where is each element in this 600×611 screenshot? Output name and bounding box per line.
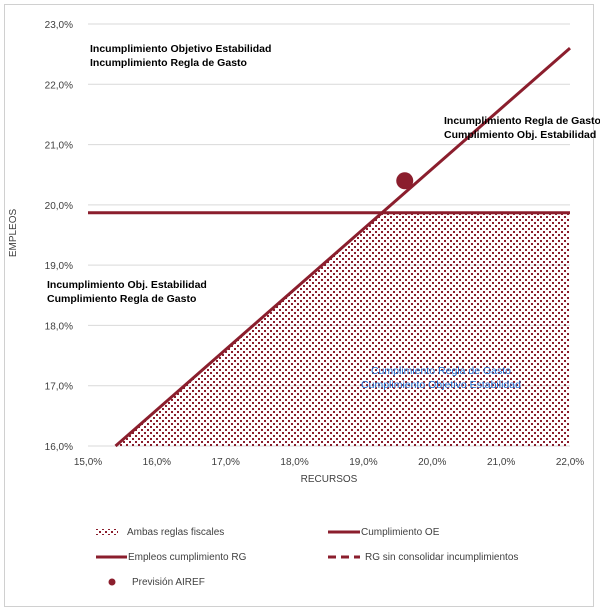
series-lines-layer <box>88 46 571 448</box>
y-tick-label: 22,0% <box>45 80 73 91</box>
y-tick-label: 19,0% <box>45 261 73 272</box>
series-line-cumplimiento-oe <box>114 46 571 448</box>
legend-swatch-ambas <box>96 529 118 535</box>
region-label-top-left-2: Incumplimiento Regla de Gasto <box>90 57 247 69</box>
region-label-bottom-1: Cumplimiento Regla de Gasto <box>371 365 511 377</box>
region-label-mid-left-1: Incumplimiento Obj. Estabilidad <box>47 279 207 291</box>
legend-item-prevision: Previsión AIREF <box>108 577 205 588</box>
y-tick-label: 23,0% <box>45 20 73 31</box>
legend-item-ambas: Ambas reglas fiscales <box>96 527 224 538</box>
region-label-right-2: Cumplimiento Obj. Estabilidad <box>444 129 596 141</box>
x-tick-label: 20,0% <box>418 457 446 468</box>
y-tick-label: 20,0% <box>45 201 73 212</box>
x-tick-label: 22,0% <box>556 457 584 468</box>
legend-swatch-prevision <box>108 578 116 586</box>
legend-label-ambas: Ambas reglas fiscales <box>127 527 224 538</box>
x-tick-label: 15,0% <box>74 457 102 468</box>
region-label-top-left-1: Incumplimiento Objetivo Estabilidad <box>90 43 271 55</box>
region-label-mid-left-2: Cumplimiento Regla de Gasto <box>47 293 196 305</box>
legend-label-rg-sin: RG sin consolidar incumplimientos <box>365 552 518 563</box>
x-tick-label: 17,0% <box>212 457 240 468</box>
x-tick-label: 19,0% <box>349 457 377 468</box>
legend-item-rg-sin: RG sin consolidar incumplimientos <box>328 552 518 563</box>
x-tick-label: 18,0% <box>280 457 308 468</box>
tick-labels-layer: 16,0% 17,0% 18,0% 19,0% 20,0% 21,0% 22,0% 23,0%… <box>45 20 585 468</box>
y-tick-label: 16,0% <box>45 442 73 453</box>
legend: Ambas reglas fiscales Cumplimiento OE Em… <box>96 527 518 588</box>
y-tick-label: 18,0% <box>45 321 73 332</box>
shaded-region-layer <box>115 212 571 446</box>
y-tick-label: 21,0% <box>45 141 73 152</box>
region-label-right-1: Incumplimiento Regla de Gasto <box>444 115 600 127</box>
y-tick-label: 17,0% <box>45 382 73 393</box>
shaded-region-ambas <box>115 212 571 446</box>
legend-label-empleos-rg: Empleos cumplimiento RG <box>128 552 247 563</box>
y-axis-title: EMPLEOS <box>8 209 19 258</box>
legend-item-empleos-rg: Empleos cumplimiento RG <box>96 552 247 563</box>
x-axis-title: RECURSOS <box>301 474 358 485</box>
x-tick-label: 21,0% <box>487 457 515 468</box>
region-label-bottom-2: Cumplimiento Objetivo Estabilidad <box>361 379 521 391</box>
legend-label-cumplimiento-oe: Cumplimiento OE <box>361 527 440 538</box>
x-tick-label: 16,0% <box>143 457 171 468</box>
legend-item-cumplimiento-oe: Cumplimiento OE <box>328 527 440 538</box>
point-prevision-airef <box>396 172 414 190</box>
legend-label-prevision: Previsión AIREF <box>132 577 205 588</box>
